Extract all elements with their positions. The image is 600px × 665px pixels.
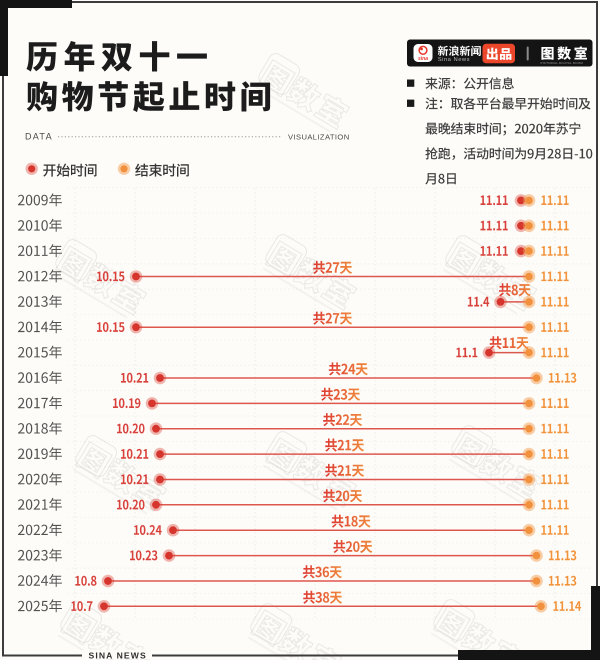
svg-text:Sina News: Sina News <box>438 57 470 63</box>
svg-text:sina: sina <box>418 56 428 62</box>
svg-text:SINA NEWS: SINA NEWS <box>89 650 147 660</box>
svg-text:DATA: DATA <box>25 132 53 142</box>
svg-text:VISUALIZATION: VISUALIZATION <box>288 133 350 142</box>
svg-text:PICTORIAL DIGITAL ROOM: PICTORIAL DIGITAL ROOM <box>541 61 584 65</box>
